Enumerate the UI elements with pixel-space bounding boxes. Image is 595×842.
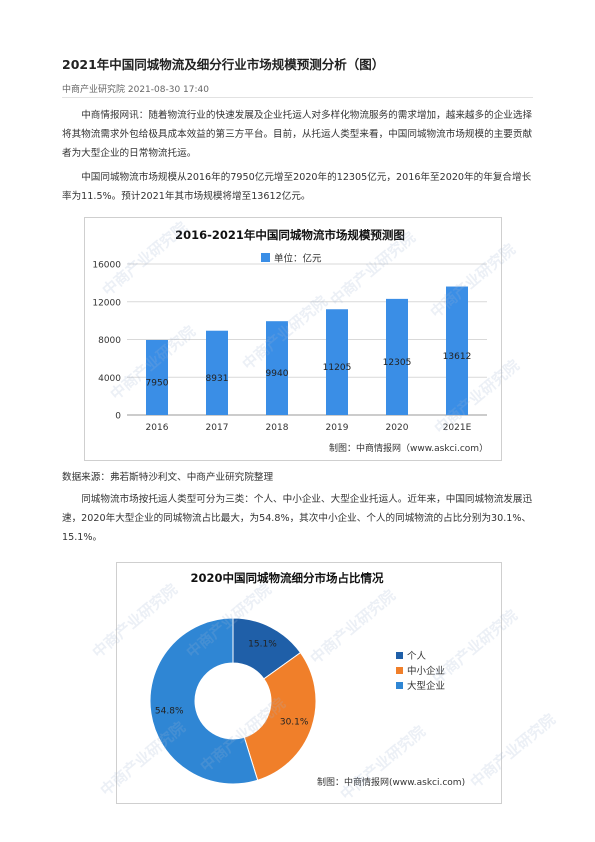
article-title: 2021年中国同城物流及细分行业市场规模预测分析（图） [62,57,385,72]
bar-y-tick-label: 0 [115,412,121,422]
bar-y-axis: 0 4000 8000 12000 16000 [92,261,121,422]
bar-legend-swatch [261,253,270,262]
donut-value-label: 30.1% [280,718,309,728]
donut-legend-label: 大型企业 [407,680,445,692]
donut-chart-credit: 制图：中商情报网(www.askci.com) [317,776,465,788]
article-meta: 中商产业研究院 2021-08-30 17:40 [62,85,209,95]
donut-value-label: 15.1% [248,640,277,650]
bar-legend-label: 单位：亿元 [274,253,322,265]
bar-y-tick-label: 4000 [98,374,121,384]
donut-slice-2 [149,617,259,785]
bar-chart-title: 2016-2021年中国同城物流市场规模预测图 [175,228,405,242]
bar-x-tick-label: 2016 [146,423,169,433]
paragraph-intro: 中商情报网讯：随着物流行业的快速发展及企业托运人对多样化物流服务的需求增加，越来… [62,110,533,159]
bar-value-label: 13612 [443,352,472,362]
bar-2017 [206,330,228,415]
donut-legend-swatch [396,652,403,659]
donut-chart-title: 2020中国同城物流细分市场占比情况 [190,571,384,585]
bar-y-tick-label: 8000 [98,336,121,346]
bar-2020 [386,298,408,415]
bar-gridlines [127,263,487,416]
paragraph-market-size: 中国同城物流市场规模从2016年的7950亿元增至2020年的12305亿元，2… [62,172,532,202]
bar-value-label: 11205 [323,363,352,373]
bar-value-label: 9940 [266,369,289,379]
bar-series: 7950 8931 9940 11205 12305 13612 [146,286,472,415]
bar-chart-credit: 制图：中商情报网（www.askci.com） [329,442,488,454]
bar-2016 [146,339,168,415]
paragraph-segments: 同城物流市场按托运人类型可分为三类：个人、中小企业、大型企业托运人。近年来，中国… [62,494,533,543]
bar-chart: 2016-2021年中国同城物流市场规模预测图 单位：亿元 0 4000 8000 1… [92,228,488,454]
bar-x-axis: 2016 2017 2018 2019 2020 2021E [146,423,472,433]
bar-x-tick-label: 2021E [443,423,472,433]
bar-x-tick-label: 2019 [326,423,349,433]
donut-chart-frame: 2020中国同城物流细分市场占比情况 15.1% 30.1% 54.8% 个人中小企… [116,562,502,804]
bar-y-tick-label: 16000 [92,261,121,271]
bar-chart-frame: 2016-2021年中国同城物流市场规模预测图 单位：亿元 0 4000 8000 1… [84,217,502,461]
donut-legend-swatch [396,682,403,689]
donut-slice-1 [243,651,317,781]
bar-y-tick-label: 12000 [92,298,121,308]
bar-2019 [326,309,348,415]
bar-x-tick-label: 2018 [266,423,289,433]
bar-x-tick-label: 2020 [386,423,409,433]
bar-value-label: 7950 [146,378,169,388]
donut-legend-swatch [396,667,403,674]
donut-value-labels: 15.1% 30.1% 54.8% [155,640,309,728]
donut-value-label: 54.8% [155,707,184,717]
bar-2021E [446,286,468,415]
bar-value-label: 12305 [383,358,412,368]
bar-x-tick-label: 2017 [206,423,229,433]
donut-slices [149,617,317,785]
bar-2018 [266,321,288,415]
donut-legend-label: 中小企业 [407,665,445,677]
donut-chart: 2020中国同城物流细分市场占比情况 15.1% 30.1% 54.8% 个人中小企… [149,571,465,788]
donut-legend-label: 个人 [407,651,427,662]
source-note: 数据来源：弗若斯特沙利文、中商产业研究院整理 [62,472,274,483]
bar-value-label: 8931 [206,374,229,384]
title-divider [62,97,533,98]
